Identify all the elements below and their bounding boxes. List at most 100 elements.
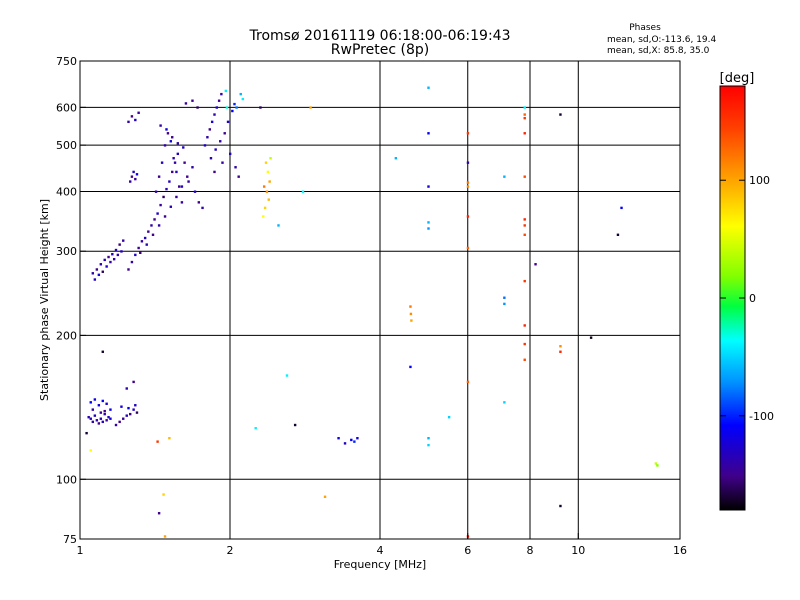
data-point [103,409,106,413]
data-point [93,398,97,401]
legend-title: Phases [629,23,661,33]
data-point [466,215,470,218]
data-point [95,268,99,271]
data-point [132,170,135,174]
data-point [589,336,593,339]
data-point [157,224,161,227]
data-point [137,246,140,250]
data-point [427,443,430,447]
data-point [95,419,99,422]
data-point [107,255,110,259]
data-point [234,166,237,169]
data-point [503,401,506,404]
data-point [89,401,92,404]
y-tick-label: 400 [56,185,77,198]
data-point [353,440,356,443]
data-point [523,132,526,135]
data-point [116,253,120,257]
x-tick-label: 16 [673,544,687,557]
grid-lines [80,61,680,539]
data-point [427,227,430,230]
data-point [523,106,526,109]
data-point [466,132,470,135]
data-point [226,120,230,124]
data-point [268,180,271,183]
data-point [139,251,142,255]
data-point [201,206,204,210]
data-point [259,106,262,109]
data-point [137,111,140,114]
data-point [209,157,213,160]
data-point [134,177,137,181]
data-point [409,365,412,369]
data-point [156,440,159,443]
data-point [130,260,134,264]
data-point [182,146,185,149]
data-point [523,279,526,283]
x-axis-ticks: 1 2 4 6 8 10 16 [77,533,687,557]
data-point [191,166,194,169]
data-point [221,161,224,164]
data-point [156,212,159,215]
data-point [127,406,130,410]
data-point [203,144,207,147]
data-point [151,233,155,236]
chart-subtitle: RwPretec (8p) [331,42,429,58]
data-point [173,161,177,164]
data-point [186,175,189,178]
data-point [118,243,121,246]
data-point [265,190,269,193]
data-point [157,512,161,515]
data-point [184,102,188,105]
data-point [409,312,413,316]
data-point [120,250,123,253]
y-tick-label: 200 [56,329,77,342]
data-point [409,305,412,308]
data-point [97,273,101,277]
data-point [157,175,161,178]
data-point [168,436,171,440]
x-tick-label: 4 [377,544,384,557]
data-point [264,161,268,164]
data-point [523,224,526,227]
x-tick-label: 10 [571,544,585,557]
data-point [277,224,280,227]
data-point [114,423,118,427]
data-point [654,462,658,465]
data-point [410,319,413,322]
data-point [103,258,106,262]
data-point [262,215,265,218]
data-point [210,120,214,124]
data-point [466,185,470,188]
data-point [180,201,184,204]
colorbar-ticks: 100 0 -100 [720,174,774,423]
data-point [293,423,297,427]
data-point [285,374,289,377]
data-point [109,408,112,411]
data-point [97,422,101,425]
data-point [129,180,132,183]
data-point [466,161,470,164]
data-point [109,417,112,420]
data-point [101,350,104,353]
data-point [503,302,506,306]
y-tick-label: 500 [56,139,77,152]
data-point [213,113,216,116]
data-point [91,420,95,424]
data-point [206,136,209,139]
data-point [427,221,430,224]
data-point [523,113,526,116]
y-axis-label: Stationary phase Virtual Height [km] [38,199,51,401]
data-point [103,412,106,416]
data-point [127,268,130,271]
data-point [427,436,430,440]
data-point [163,535,167,538]
data-point [427,185,430,188]
data-point [231,109,234,113]
data-point [134,404,137,407]
data-point [91,408,95,411]
data-point [105,419,108,422]
data-point [183,161,186,164]
data-point [233,102,236,106]
